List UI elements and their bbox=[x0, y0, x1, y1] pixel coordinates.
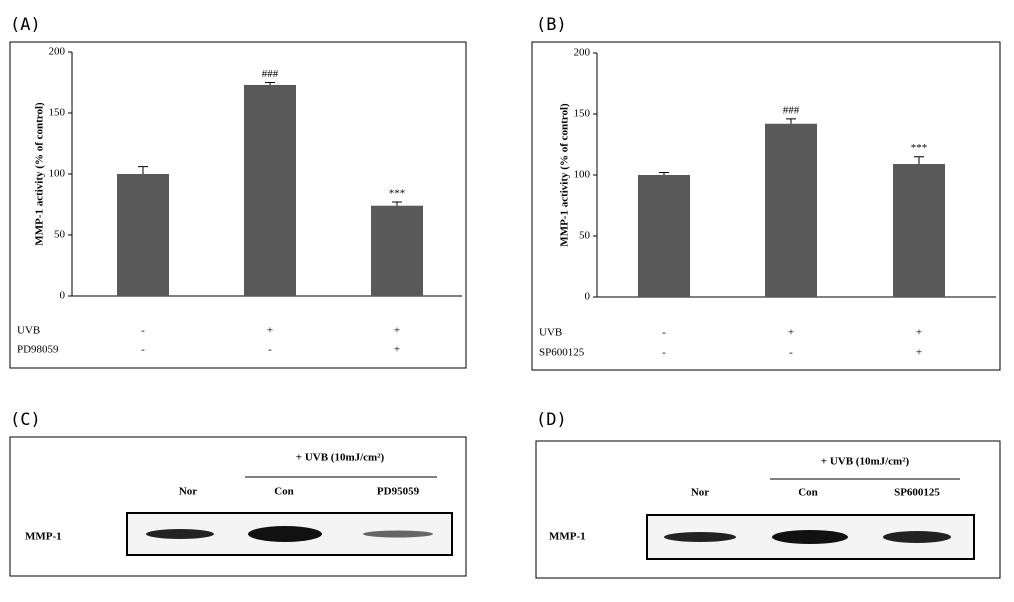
significance-label: *** bbox=[911, 142, 928, 154]
blot-header: + UVB (10mJ/cm²) bbox=[821, 456, 910, 468]
y-tick-label: 100 bbox=[574, 169, 591, 181]
treatment-name: SP600125 bbox=[539, 347, 585, 359]
band bbox=[248, 526, 322, 542]
y-tick-label: 50 bbox=[54, 229, 66, 241]
panel-frame bbox=[9, 436, 467, 577]
y-tick-label: 200 bbox=[574, 47, 591, 59]
blot-header: + UVB (10mJ/cm²) bbox=[296, 452, 385, 464]
lane-label: Nor bbox=[691, 487, 709, 499]
treatment-sign: + bbox=[394, 325, 400, 337]
band bbox=[883, 531, 951, 543]
treatment-sign: + bbox=[916, 347, 922, 359]
band bbox=[664, 532, 736, 542]
lane-label: PD95059 bbox=[377, 486, 420, 498]
y-axis-label: MMP-1 activity (% of control) bbox=[559, 103, 571, 247]
error-bar bbox=[786, 118, 796, 124]
y-axis-label: MMP-1 activity (% of control) bbox=[34, 102, 46, 246]
error-bar bbox=[392, 201, 402, 206]
treatment-sign: + bbox=[267, 325, 273, 337]
bar bbox=[638, 175, 690, 297]
lane-label: Nor bbox=[179, 486, 197, 498]
panel-frame bbox=[535, 440, 1001, 579]
row-label: MMP-1 bbox=[25, 531, 62, 543]
bar bbox=[893, 164, 945, 297]
panel-label: (C) bbox=[10, 410, 41, 430]
bar bbox=[244, 84, 296, 296]
band bbox=[146, 529, 214, 539]
treatment-name: UVB bbox=[17, 325, 40, 337]
band bbox=[363, 530, 433, 538]
band bbox=[772, 530, 848, 544]
error-bar bbox=[138, 166, 148, 174]
treatment-sign: - bbox=[268, 344, 272, 356]
treatment-sign: - bbox=[141, 344, 145, 356]
y-tick-label: 100 bbox=[49, 168, 66, 180]
error-bar bbox=[265, 82, 275, 85]
bar bbox=[765, 123, 817, 297]
y-tick-label: 0 bbox=[585, 291, 591, 303]
error-bar bbox=[914, 156, 924, 165]
treatment-sign: + bbox=[788, 327, 794, 339]
treatment-sign: + bbox=[916, 327, 922, 339]
y-tick-label: 150 bbox=[574, 108, 591, 120]
error-bar bbox=[659, 172, 669, 175]
y-tick-label: 50 bbox=[579, 230, 591, 242]
panel-frame bbox=[531, 41, 1001, 371]
treatment-sign: + bbox=[394, 344, 400, 356]
lane-label: Con bbox=[274, 486, 294, 498]
treatment-sign: - bbox=[141, 325, 145, 337]
lane-label: SP600125 bbox=[894, 487, 940, 499]
y-tick-label: 0 bbox=[60, 290, 66, 302]
treatment-name: PD98059 bbox=[17, 344, 59, 356]
lane-label: Con bbox=[798, 487, 818, 499]
panel-label: (B) bbox=[536, 15, 567, 35]
treatment-sign: - bbox=[789, 347, 793, 359]
significance-label: ### bbox=[783, 104, 800, 116]
significance-label: ### bbox=[262, 68, 279, 80]
treatment-name: UVB bbox=[539, 327, 562, 339]
bar bbox=[371, 205, 423, 296]
panel-label: (D) bbox=[536, 410, 567, 430]
y-tick-label: 150 bbox=[49, 107, 66, 119]
treatment-sign: - bbox=[662, 347, 666, 359]
panel-frame bbox=[9, 41, 467, 369]
bar bbox=[117, 174, 169, 296]
y-tick-label: 200 bbox=[49, 46, 66, 58]
row-label: MMP-1 bbox=[549, 531, 586, 543]
treatment-sign: - bbox=[662, 327, 666, 339]
panel-label: (A) bbox=[10, 15, 41, 35]
significance-label: *** bbox=[389, 188, 406, 200]
